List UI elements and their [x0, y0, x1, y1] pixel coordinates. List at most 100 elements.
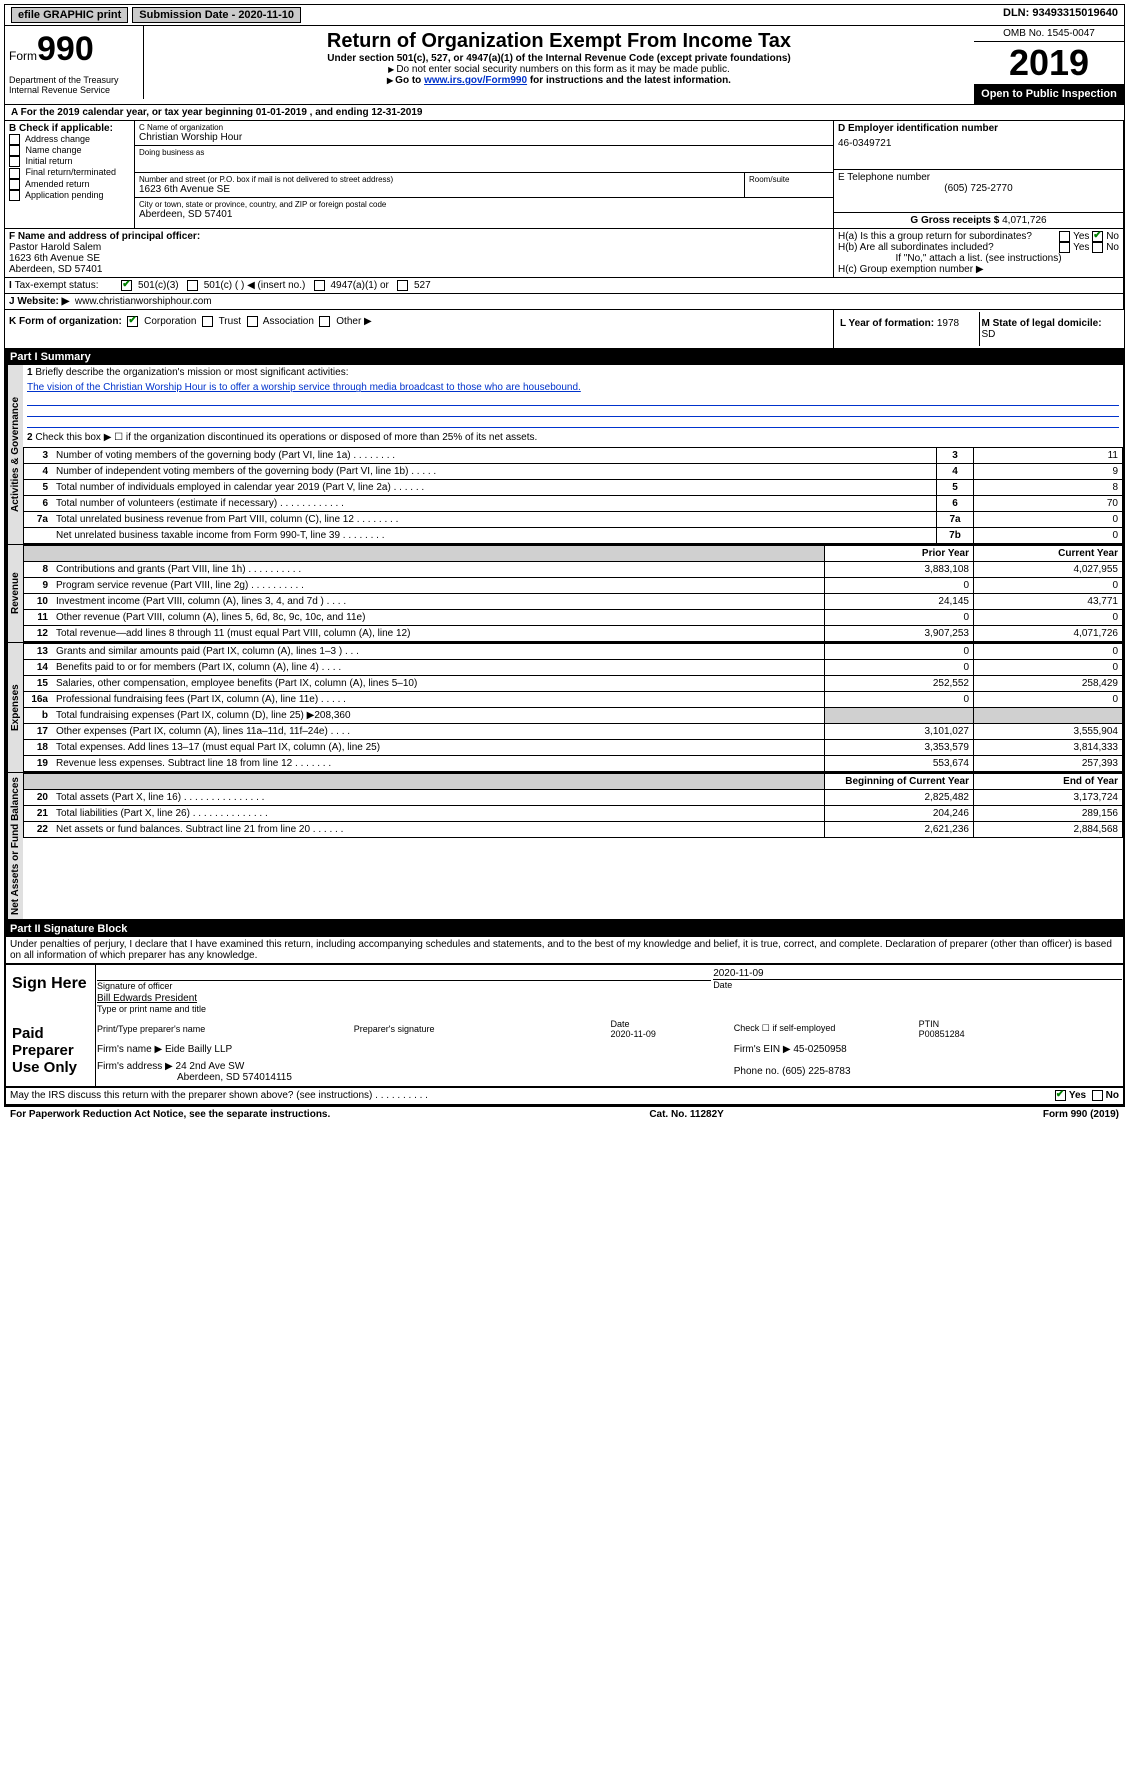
date-label: Date [713, 979, 1122, 990]
addr-label: Number and street (or P.O. box if mail i… [139, 175, 740, 184]
ha-label: H(a) Is this a group return for subordin… [838, 231, 1032, 242]
officer-printed-name: Bill Edwards President [97, 993, 1122, 1004]
self-employed-check[interactable]: Check ☐ if self-employed [733, 1015, 918, 1041]
501c-check[interactable] [187, 280, 198, 291]
other-check[interactable] [319, 316, 330, 327]
subtitle-2: Do not enter social security numbers on … [148, 64, 970, 75]
hb-label: H(b) Are all subordinates included? [838, 242, 994, 253]
q1-label: Briefly describe the organization's miss… [35, 367, 348, 378]
sig-date: 2020-11-09 [713, 968, 1122, 979]
prep-date: 2020-11-09 [611, 1029, 656, 1039]
phone-label: E Telephone number [838, 172, 1119, 183]
527-check[interactable] [397, 280, 408, 291]
ha-no[interactable] [1092, 231, 1103, 242]
submission-button[interactable]: Submission Date - 2020-11-10 [132, 7, 301, 23]
officer-addr1: 1623 6th Avenue SE [9, 253, 829, 264]
table-row: 16aProfessional fundraising fees (Part I… [24, 692, 1123, 708]
table-row: 22Net assets or fund balances. Subtract … [24, 822, 1123, 838]
table-row: 13Grants and similar amounts paid (Part … [24, 644, 1123, 660]
table-row: 19Revenue less expenses. Subtract line 1… [24, 756, 1123, 772]
boxb-item: Final return/terminated [9, 167, 130, 178]
table-row: 12Total revenue—add lines 8 through 11 (… [24, 626, 1123, 642]
boxb-item: Name change [9, 145, 130, 156]
firm-addr: 24 2nd Ave SW [176, 1061, 245, 1072]
tax-year: 2019 [974, 42, 1124, 84]
org-city: Aberdeen, SD 57401 [139, 209, 829, 220]
corp-check[interactable] [127, 316, 138, 327]
form-number: Form990 [9, 30, 139, 69]
mission-text: The vision of the Christian Worship Hour… [23, 380, 1123, 395]
form-title: Return of Organization Exempt From Incom… [148, 30, 970, 53]
boxb-check[interactable] [9, 134, 20, 145]
firm-name: Eide Bailly LLP [165, 1044, 232, 1055]
table-row: 8Contributions and grants (Part VIII, li… [24, 562, 1123, 578]
boxb-check[interactable] [9, 190, 20, 201]
table-row: 11Other revenue (Part VIII, column (A), … [24, 610, 1123, 626]
top-bar: efile GRAPHIC print Submission Date - 20… [4, 4, 1125, 26]
room-label: Room/suite [744, 173, 833, 197]
gross-receipts-label: G Gross receipts $ [910, 215, 999, 226]
officer-addr2: Aberdeen, SD 57401 [9, 264, 829, 275]
perjury-text: Under penalties of perjury, I declare th… [4, 937, 1125, 963]
boxb-check[interactable] [9, 156, 20, 167]
discuss-no[interactable] [1092, 1090, 1103, 1101]
boxb-item: Amended return [9, 179, 130, 190]
boxb-check[interactable] [9, 168, 20, 179]
table-row: 4Number of independent voting members of… [24, 464, 1123, 480]
table-row: 3Number of voting members of the governi… [24, 448, 1123, 464]
blank-line [27, 417, 1119, 428]
efile-button[interactable]: efile GRAPHIC print [11, 7, 128, 23]
boxb-item: Initial return [9, 156, 130, 167]
org-name: Christian Worship Hour [139, 132, 829, 143]
table-row: 17Other expenses (Part IX, column (A), l… [24, 724, 1123, 740]
501c3-check[interactable] [121, 280, 132, 291]
table-row: 14Benefits paid to or for members (Part … [24, 660, 1123, 676]
table-row: 21Total liabilities (Part X, line 26) . … [24, 806, 1123, 822]
period-row: A For the 2019 calendar year, or tax yea… [4, 105, 1125, 121]
hc-label: H(c) Group exemption number ▶ [838, 264, 1119, 275]
irs-link[interactable]: www.irs.gov/Form990 [424, 75, 527, 86]
sig-officer-label: Signature of officer [97, 980, 711, 991]
trust-check[interactable] [202, 316, 213, 327]
discuss-yes[interactable] [1055, 1090, 1066, 1101]
boxb-check[interactable] [9, 179, 20, 190]
tax-status-label: Tax-exempt status: [15, 280, 99, 291]
table-row: Net unrelated business taxable income fr… [24, 528, 1123, 544]
part1-header: Part I Summary [4, 349, 1125, 365]
boxb-item: Address change [9, 134, 130, 145]
discuss-label: May the IRS discuss this return with the… [10, 1090, 428, 1101]
net-label: Net Assets or Fund Balances [6, 773, 23, 919]
table-row: 5Total number of individuals employed in… [24, 480, 1123, 496]
org-name-label: C Name of organization [139, 123, 829, 132]
ptin-value: P00851284 [919, 1029, 965, 1039]
table-row: 9Program service revenue (Part VIII, lin… [24, 578, 1123, 594]
hb-no[interactable] [1092, 242, 1103, 253]
gov-label: Activities & Governance [6, 365, 23, 544]
paid-preparer-label: Paid Preparer Use Only [6, 1015, 96, 1086]
ein-label: D Employer identification number [838, 123, 1119, 134]
hb-yes[interactable] [1059, 242, 1070, 253]
netassets-table: Beginning of Current YearEnd of Year20To… [23, 773, 1123, 838]
website-value: www.christianworshiphour.com [75, 296, 212, 307]
assoc-check[interactable] [247, 316, 258, 327]
blank-line [27, 406, 1119, 417]
table-row: 7aTotal unrelated business revenue from … [24, 512, 1123, 528]
table-row: 20Total assets (Part X, line 16) . . . .… [24, 790, 1123, 806]
subtitle-3: Go to www.irs.gov/Form990 for instructio… [148, 75, 970, 86]
boxb-check[interactable] [9, 145, 20, 156]
revenue-table: Prior YearCurrent Year8Contributions and… [23, 545, 1123, 642]
firm-phone: (605) 225-8783 [782, 1066, 850, 1077]
officer-name: Pastor Harold Salem [9, 242, 829, 253]
hb-note: If "No," attach a list. (see instruction… [838, 253, 1119, 264]
entity-grid: B Check if applicable: Address change Na… [4, 121, 1125, 349]
ha-yes[interactable] [1059, 231, 1070, 242]
table-row: 15Salaries, other compensation, employee… [24, 676, 1123, 692]
domicile-state: SD [982, 329, 996, 340]
city-label: City or town, state or province, country… [139, 200, 829, 209]
footer: For Paperwork Reduction Act Notice, see … [4, 1106, 1125, 1122]
table-row: 18Total expenses. Add lines 13–17 (must … [24, 740, 1123, 756]
table-row: 6Total number of volunteers (estimate if… [24, 496, 1123, 512]
4947-check[interactable] [314, 280, 325, 291]
firm-city: Aberdeen, SD 574014115 [97, 1072, 292, 1083]
print-name-label: Type or print name and title [97, 1004, 1122, 1014]
